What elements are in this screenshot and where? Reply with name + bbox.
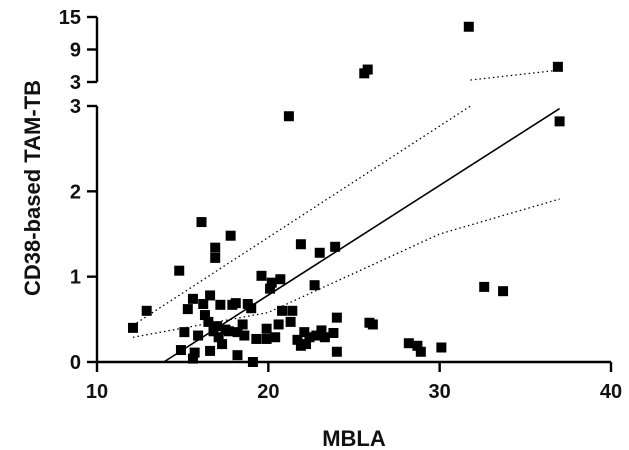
data-point [275, 274, 286, 285]
data-point [193, 330, 204, 341]
data-point [205, 290, 216, 301]
data-point [175, 345, 186, 356]
data-point [265, 283, 276, 294]
data-point [182, 304, 193, 315]
x-tick-label-10: 10 [86, 381, 108, 403]
data-point [479, 281, 490, 292]
data-point [199, 310, 210, 321]
data-point [247, 357, 258, 367]
data-point [415, 346, 426, 357]
data-point [412, 340, 423, 351]
data-point [403, 338, 414, 349]
x-axis-title: MBLA [322, 426, 386, 450]
axes [95, 17, 611, 364]
data-point [299, 327, 310, 338]
data-point [301, 339, 312, 350]
ci-upper-upper-part [470, 69, 560, 81]
data-point [277, 305, 288, 316]
data-point [316, 325, 327, 336]
data-point [230, 298, 241, 309]
data-point [270, 332, 281, 343]
data-point [189, 347, 200, 358]
data-point [463, 21, 474, 32]
data-point [319, 332, 330, 343]
x-tick-label-30: 30 [429, 381, 451, 403]
data-point [285, 316, 296, 327]
data-point [187, 293, 198, 304]
x-tick-label-20: 20 [257, 381, 279, 403]
data-point [210, 242, 221, 253]
data-point [198, 298, 209, 309]
data-points [127, 21, 565, 367]
data-point [256, 270, 267, 281]
data-point [304, 332, 315, 343]
data-point [295, 340, 306, 351]
data-point [215, 299, 226, 310]
data-point [223, 326, 234, 337]
data-point [283, 111, 294, 122]
ci-lower-lower-part [132, 198, 560, 338]
data-point [239, 330, 250, 341]
data-point [314, 247, 325, 258]
data-point [232, 350, 243, 361]
data-point [436, 342, 447, 353]
data-point [309, 280, 320, 291]
data-point [251, 333, 262, 344]
x-ticks: 10 20 30 40 [86, 362, 622, 403]
data-point [331, 346, 342, 357]
data-point [246, 303, 257, 314]
data-point [362, 64, 373, 75]
data-point [331, 312, 342, 323]
data-point [203, 316, 214, 327]
y-tick-label-lower-3: 3 [70, 96, 81, 118]
x-tick-label-40: 40 [600, 381, 622, 403]
y-axis-title: CD38-based TAM-TB [20, 80, 45, 296]
data-point [367, 319, 378, 330]
y-tick-label-upper-3: 3 [70, 72, 81, 94]
data-point [292, 334, 303, 345]
data-point [174, 265, 185, 276]
data-point [208, 326, 219, 337]
data-point [330, 241, 341, 252]
data-point [196, 217, 207, 228]
ci-upper-lower-part [132, 105, 471, 326]
y-ticks: 0 1 2 33 9 15 [59, 7, 97, 374]
data-point [328, 327, 339, 338]
data-point [311, 330, 322, 341]
y-tick-label-lower-0: 0 [70, 352, 81, 374]
data-point [498, 286, 509, 297]
regression-line [163, 107, 561, 363]
data-point [127, 322, 138, 333]
data-point [141, 305, 152, 316]
data-point [205, 345, 216, 356]
data-point [179, 327, 190, 338]
data-point [213, 332, 224, 343]
data-point [273, 319, 284, 330]
data-point [237, 319, 248, 330]
y-tick-label-lower-1: 1 [70, 267, 81, 289]
data-point [554, 116, 565, 127]
data-point [295, 239, 306, 250]
data-point [552, 61, 563, 72]
data-point [225, 230, 236, 241]
data-point [261, 333, 272, 344]
confidence-band [132, 69, 560, 338]
data-point [261, 323, 272, 334]
data-point [187, 353, 198, 364]
y-tick-label-upper-9: 9 [70, 40, 81, 62]
y-tick-label-upper-15: 15 [59, 7, 81, 29]
data-point [217, 339, 228, 350]
y-tick-label-lower-2: 2 [70, 181, 81, 203]
data-point [266, 277, 277, 288]
data-point [232, 327, 243, 338]
data-point [211, 321, 222, 332]
data-point [210, 252, 221, 263]
data-point [287, 305, 298, 316]
